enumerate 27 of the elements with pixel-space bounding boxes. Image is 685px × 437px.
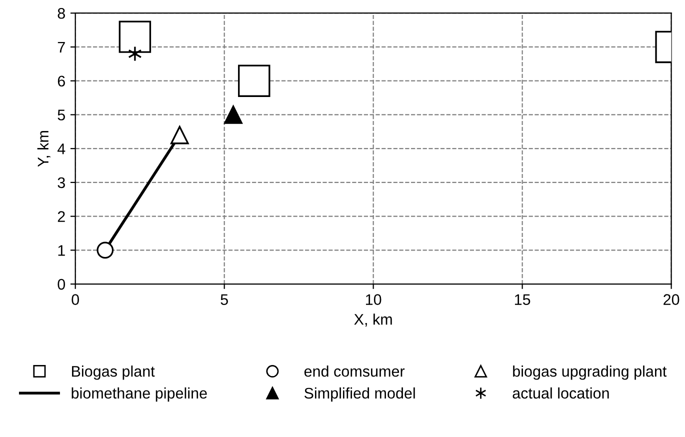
legend-label: Simplified model bbox=[304, 387, 415, 402]
point bbox=[96, 242, 114, 259]
x-axis-title: X, km bbox=[354, 314, 392, 327]
y-tick-label: 6 bbox=[58, 76, 65, 87]
x-tick-label: 15 bbox=[514, 294, 530, 305]
y-tick-label: 0 bbox=[58, 278, 66, 290]
point bbox=[118, 20, 152, 53]
point bbox=[170, 126, 189, 144]
x-tick-label: 5 bbox=[220, 294, 228, 305]
legend-label: biomethane pipeline bbox=[72, 387, 207, 402]
y-tick-label: 4 bbox=[57, 144, 66, 154]
y-tick-label: 3 bbox=[58, 177, 65, 188]
y-tick-label: 2 bbox=[58, 211, 65, 222]
legend-label: biogas upgrading plant bbox=[513, 366, 667, 380]
legend-label: end comsumer bbox=[304, 366, 405, 377]
point bbox=[128, 46, 142, 62]
y-tick-label: 1 bbox=[58, 245, 65, 256]
y-tick-label: 8 bbox=[58, 8, 65, 19]
x-tick-label: 20 bbox=[664, 294, 680, 305]
y-tick-label: 7 bbox=[58, 42, 65, 53]
y-axis-title: Y, km bbox=[37, 131, 50, 167]
point bbox=[224, 106, 242, 124]
legend-label: actual location bbox=[512, 387, 609, 399]
legend-label: Biogas plant bbox=[72, 366, 155, 380]
x-tick-label: 0 bbox=[72, 294, 79, 305]
x-tick-label: 10 bbox=[366, 294, 382, 305]
y-tick-label: 5 bbox=[58, 110, 65, 120]
